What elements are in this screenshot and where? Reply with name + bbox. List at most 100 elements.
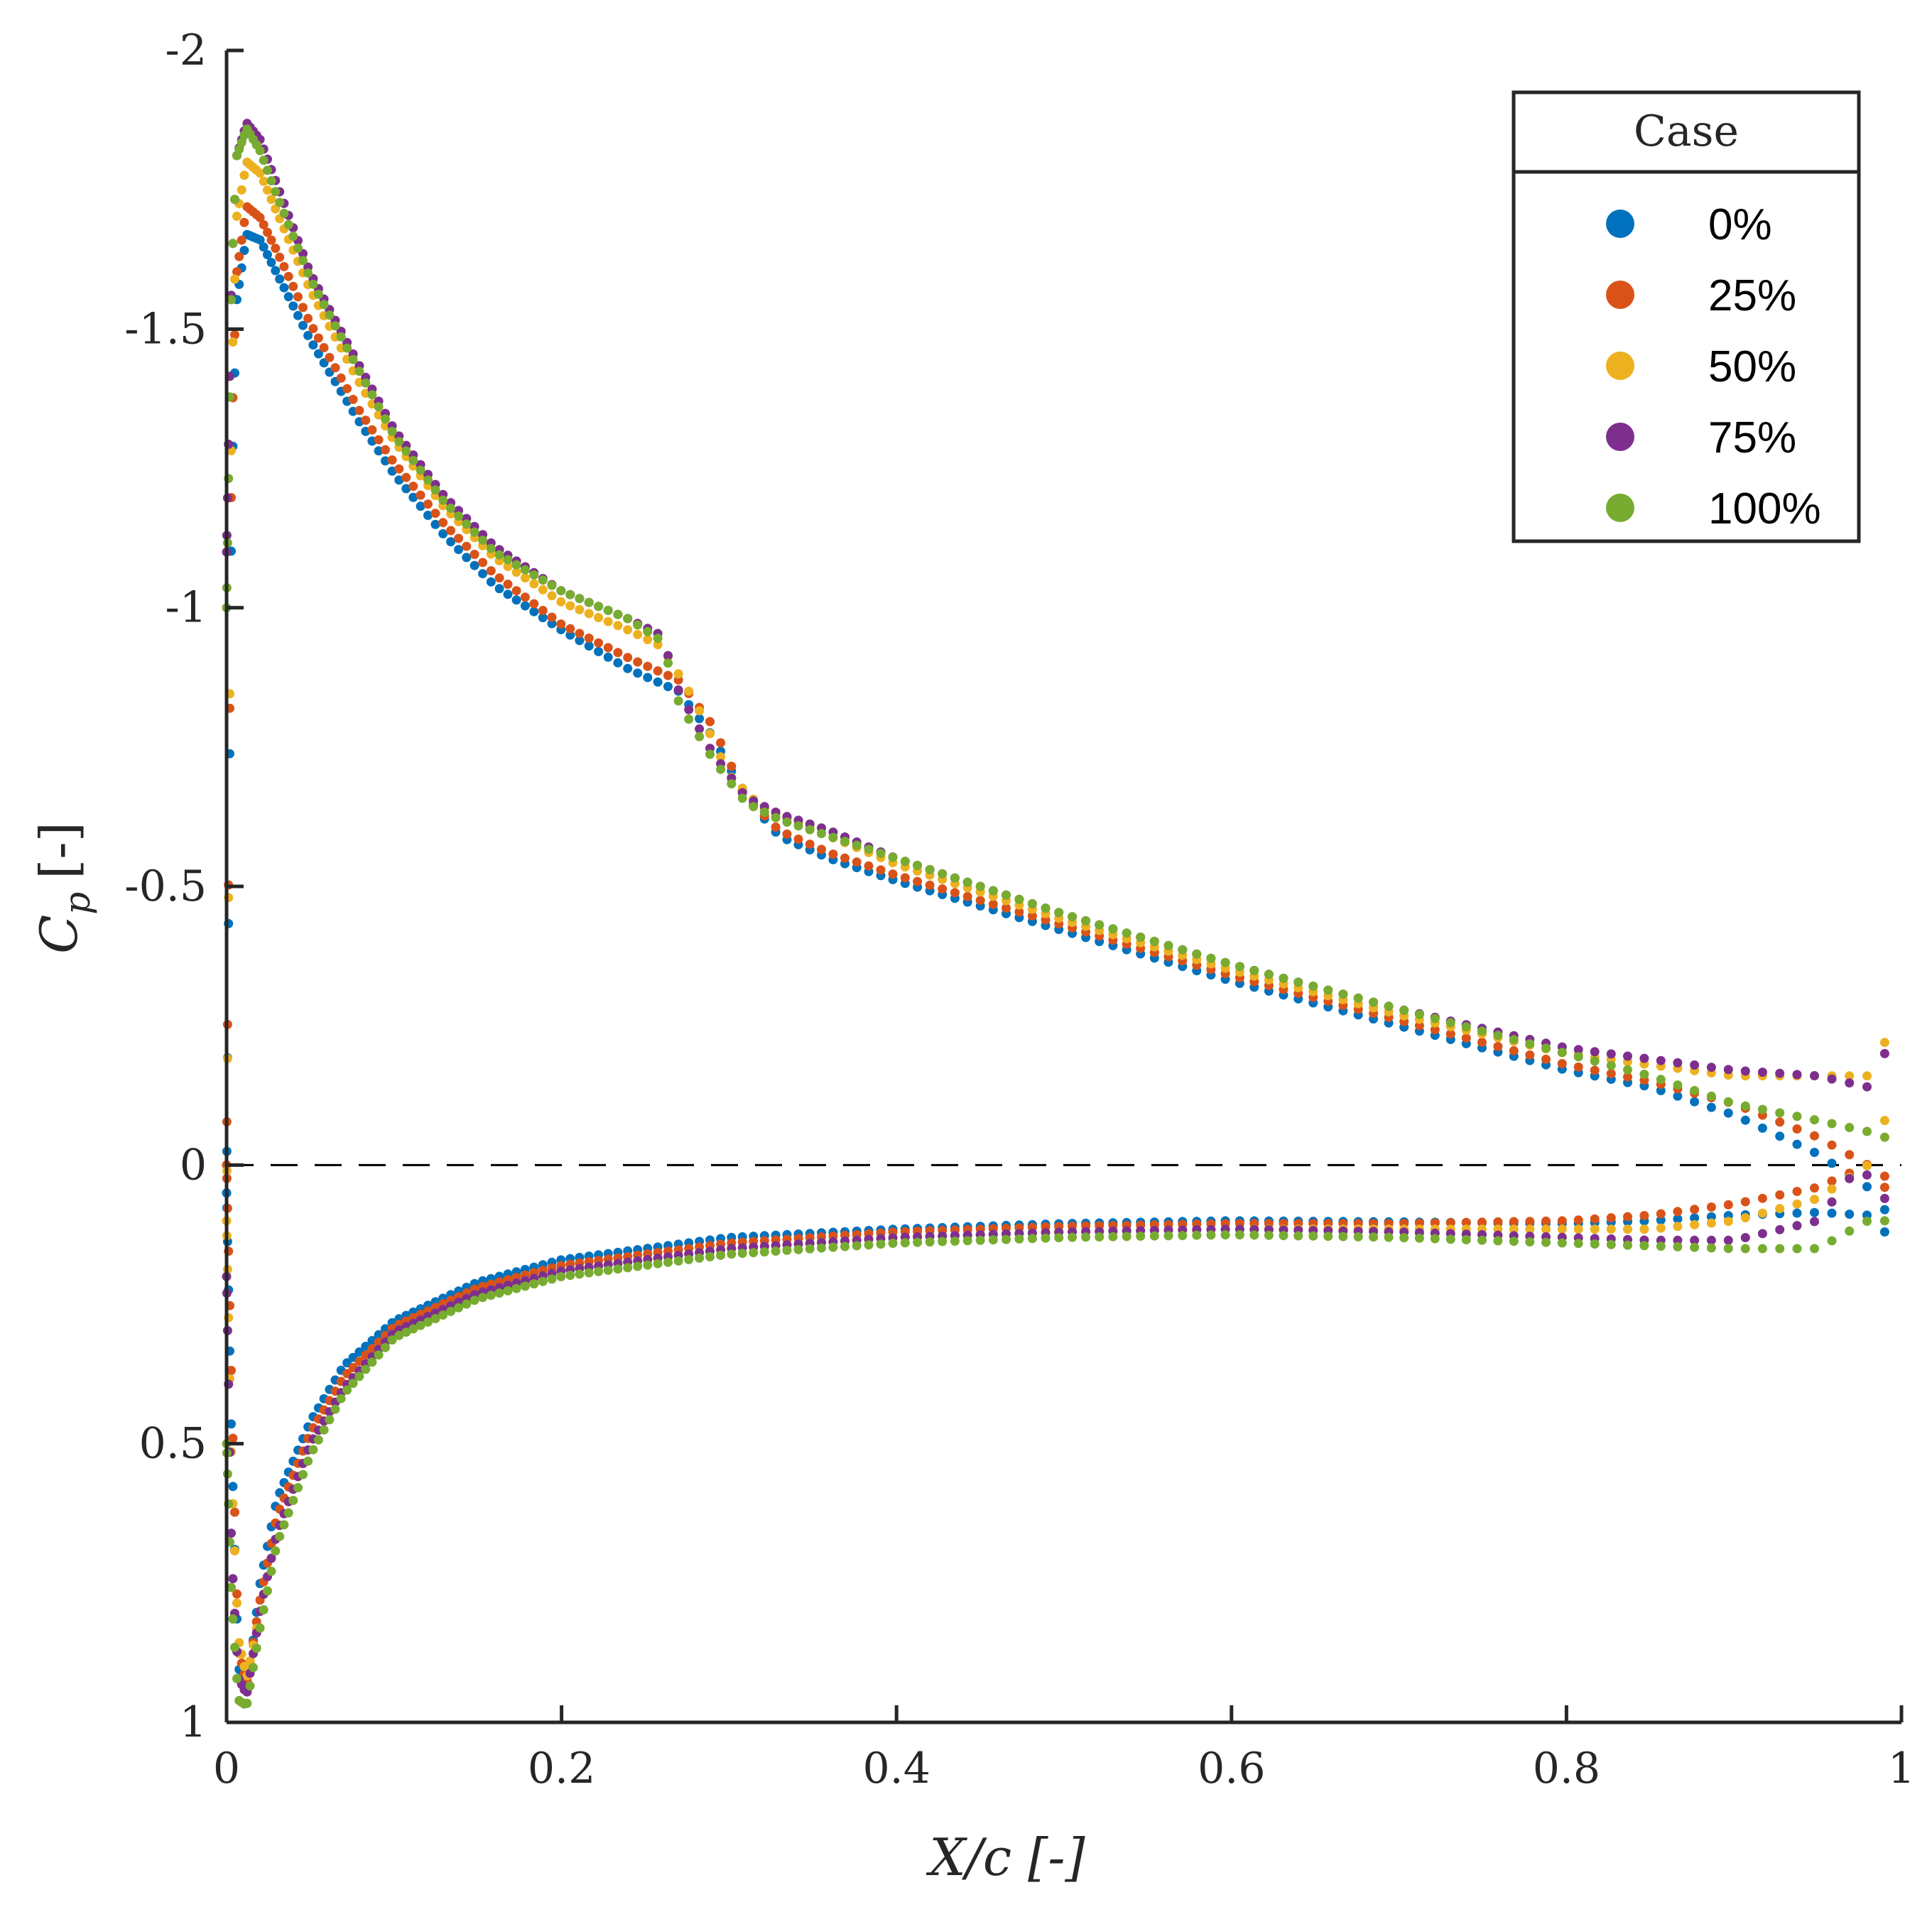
data-point <box>1690 1235 1700 1245</box>
data-point <box>330 1404 340 1414</box>
data-point <box>263 250 272 259</box>
legend-marker <box>1606 494 1634 522</box>
data-point <box>727 1249 737 1259</box>
data-point <box>1353 993 1363 1003</box>
data-point <box>1810 1207 1819 1217</box>
data-point <box>249 1663 258 1673</box>
data-point <box>771 822 781 832</box>
data-point <box>394 1330 404 1340</box>
data-point <box>283 292 293 302</box>
data-point <box>1541 1054 1551 1064</box>
data-point <box>230 1642 239 1652</box>
data-point <box>864 1240 874 1250</box>
data-point <box>1002 890 1011 900</box>
legend-label: 100% <box>1708 484 1821 533</box>
data-point <box>266 258 276 267</box>
data-point <box>232 1589 242 1599</box>
data-point <box>293 1483 303 1493</box>
data-point <box>1027 898 1037 908</box>
data-point <box>230 195 239 205</box>
data-point <box>454 533 464 543</box>
data-point <box>1792 1070 1802 1080</box>
data-point <box>603 643 613 653</box>
x-axis-label: X/c [-] <box>926 1827 1085 1887</box>
data-point <box>643 673 653 683</box>
data-point <box>446 1306 456 1316</box>
data-point <box>263 227 272 237</box>
data-point <box>633 657 643 667</box>
data-point <box>228 1574 238 1584</box>
data-point <box>538 1276 548 1286</box>
data-point <box>1557 1238 1567 1248</box>
data-point <box>288 1496 298 1505</box>
data-point <box>275 197 285 207</box>
data-point <box>1862 1082 1872 1092</box>
data-point <box>381 1324 390 1334</box>
data-point <box>1775 1244 1785 1254</box>
data-point <box>462 553 472 563</box>
data-point <box>913 861 923 870</box>
data-point <box>1192 1230 1202 1240</box>
data-point <box>1845 1226 1855 1236</box>
data-point <box>1541 1224 1551 1234</box>
data-point <box>1673 1080 1683 1090</box>
data-point <box>348 354 358 364</box>
data-point <box>1606 1069 1616 1079</box>
data-point <box>1775 1117 1785 1127</box>
data-point <box>673 696 683 706</box>
data-point <box>1810 1071 1819 1080</box>
data-point <box>950 873 960 883</box>
legend-label: 50% <box>1708 342 1796 391</box>
data-point <box>1461 1235 1471 1244</box>
data-point <box>283 1508 293 1518</box>
data-point <box>408 492 418 502</box>
data-point <box>494 584 504 594</box>
y-axis-label-main: C <box>29 915 89 954</box>
data-point <box>408 1324 418 1334</box>
data-point <box>401 1327 411 1337</box>
data-point <box>1706 1218 1716 1228</box>
data-point <box>705 729 715 739</box>
data-point <box>1639 1241 1649 1251</box>
data-point <box>1879 1205 1889 1215</box>
data-point <box>1293 977 1303 987</box>
data-point <box>1706 1212 1716 1222</box>
data-point <box>1656 1086 1666 1095</box>
data-point <box>503 580 513 590</box>
data-point <box>430 509 440 518</box>
data-point <box>511 567 521 577</box>
data-point <box>416 465 425 475</box>
axis-ticks-group: 0 0.2 0.4 0.6 0.8 1 -2 -1.5 -1 -0.5 0 0.5 1 <box>124 26 1915 1793</box>
y-axis-label: Cp [-] <box>29 822 98 954</box>
data-point <box>478 1293 488 1303</box>
data-point <box>381 445 390 455</box>
data-point <box>643 626 653 636</box>
data-point <box>228 1482 238 1492</box>
data-point <box>594 613 604 622</box>
data-point <box>503 1286 513 1296</box>
data-point <box>1108 924 1118 934</box>
data-point <box>1792 1139 1802 1149</box>
data-point <box>556 1272 566 1281</box>
data-point <box>695 732 705 742</box>
data-point <box>1827 1074 1837 1084</box>
data-point <box>1027 911 1037 921</box>
data-point <box>594 602 604 612</box>
data-point <box>623 614 633 624</box>
data-point <box>1136 1232 1146 1241</box>
data-point <box>653 666 663 676</box>
x-tick-label: 0 <box>213 1744 240 1793</box>
data-point <box>478 558 488 567</box>
data-point <box>663 651 673 661</box>
data-point <box>695 724 705 734</box>
data-point <box>975 1235 985 1245</box>
data-point <box>1493 1041 1503 1051</box>
data-point <box>275 274 285 284</box>
data-point <box>279 283 289 293</box>
y-tick-label: 1 <box>180 1698 207 1747</box>
data-point <box>1723 1200 1733 1210</box>
data-point <box>771 813 781 822</box>
data-point <box>1353 1232 1363 1242</box>
data-point <box>1792 1208 1802 1218</box>
data-point <box>367 1357 377 1367</box>
